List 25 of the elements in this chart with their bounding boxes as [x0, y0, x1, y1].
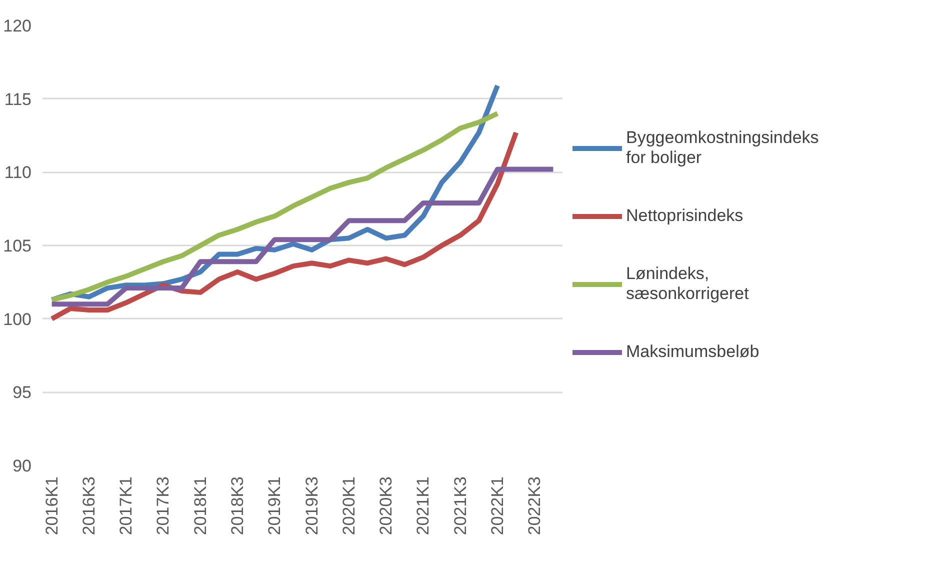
x-tick-label: 2020K3	[376, 476, 396, 536]
y-tick-label: 110	[4, 163, 32, 182]
x-tick-label: 2022K3	[525, 476, 544, 536]
x-tick-label: 2021K3	[450, 476, 470, 536]
legend-label: Byggeomkostningsindeks for boliger	[626, 128, 819, 168]
x-tick-label: 2019K1	[265, 476, 284, 536]
x-tick-label: 2017K3	[154, 476, 173, 536]
y-tick-label: 105	[3, 236, 32, 256]
legend-label: Maksimumsbeløb	[626, 342, 760, 362]
legend-label: Nettoprisindeks	[626, 206, 744, 226]
y-tick-label: 120	[3, 16, 32, 36]
x-tick-label: 2020K1	[339, 476, 358, 536]
x-tick-label: 2019K3	[302, 476, 322, 536]
y-tick-label: 95	[12, 383, 32, 402]
x-tick-label: 2018K3	[228, 476, 247, 536]
x-tick-label: 2021K1	[414, 476, 433, 536]
y-tick-label: 100	[3, 310, 32, 329]
y-tick-label: 90	[12, 456, 32, 476]
x-tick-label: 2016K3	[79, 476, 98, 536]
x-tick-label: 2018K1	[190, 476, 210, 536]
legend-label: Lønindeks, sæsonkorrigeret	[626, 264, 749, 304]
y-tick-label: 115	[4, 90, 32, 109]
x-tick-label: 2017K1	[116, 476, 136, 536]
x-tick-label: 2022K1	[488, 476, 507, 536]
x-tick-label: 2016K1	[42, 476, 62, 536]
